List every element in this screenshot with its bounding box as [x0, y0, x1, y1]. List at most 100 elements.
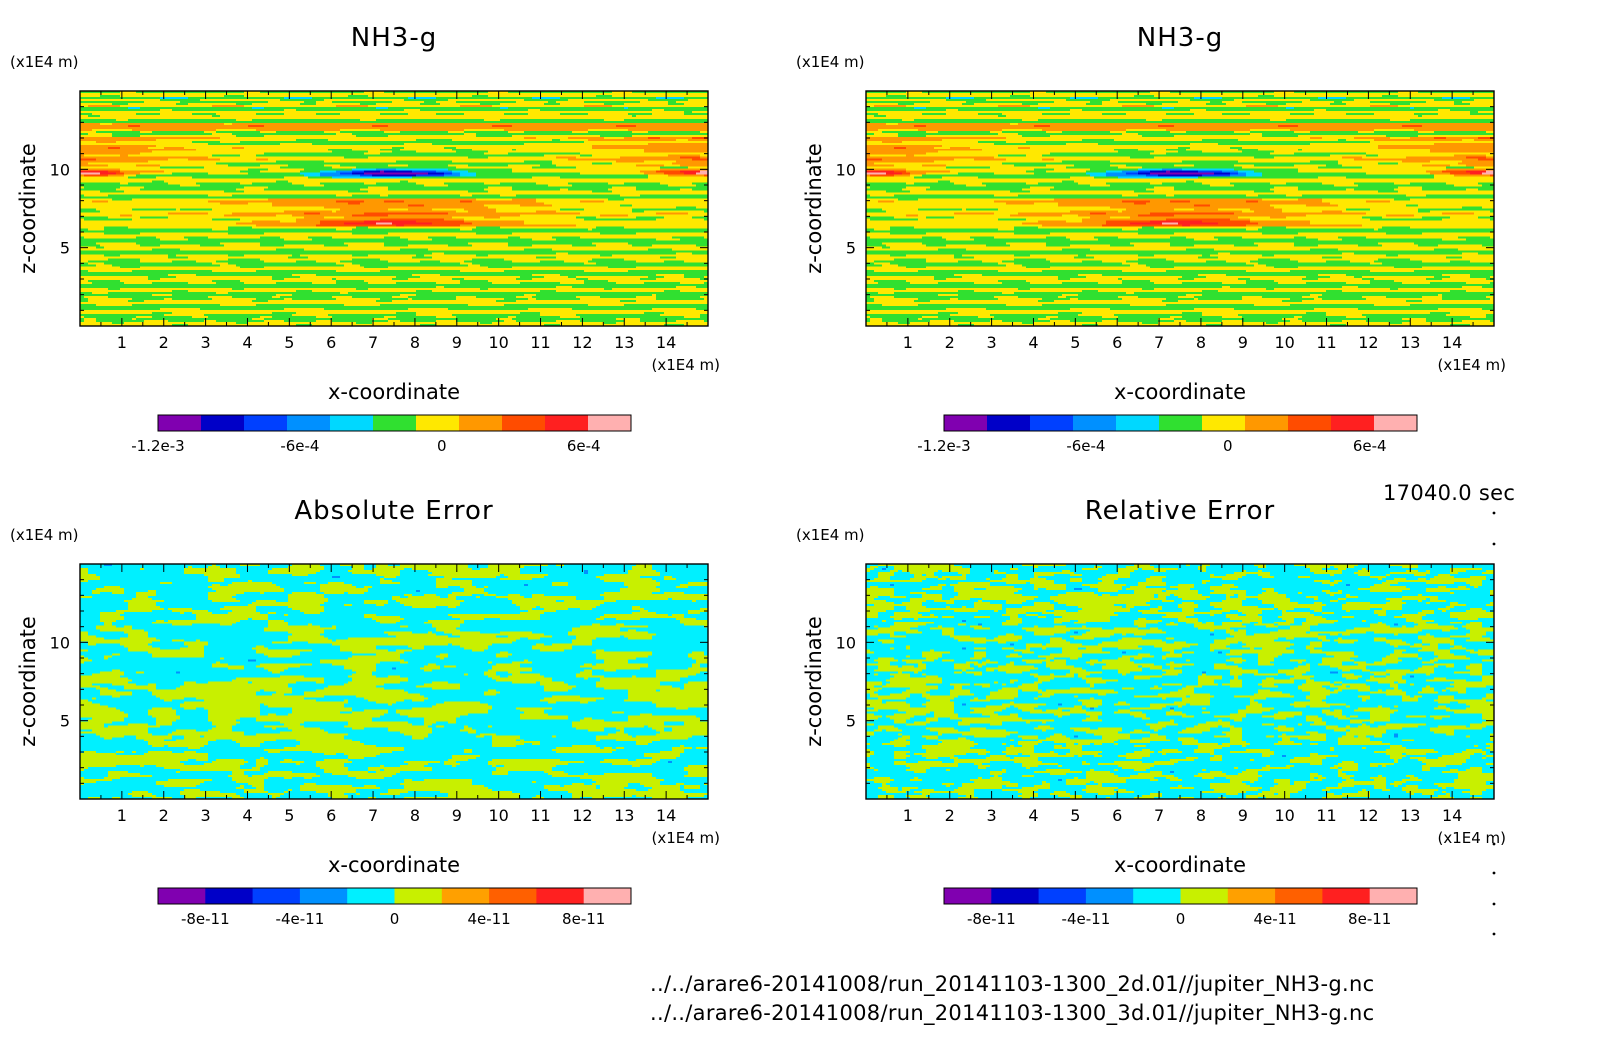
- x-tick-label: 9: [452, 806, 462, 825]
- x-tick-label: 12: [1358, 333, 1378, 352]
- colorbar-swatch: [252, 888, 301, 904]
- x-tick-label: 12: [572, 333, 592, 352]
- y-unit-label: (x1E4 m): [796, 53, 865, 71]
- colorbar-swatch: [1288, 415, 1332, 431]
- edge-dot: [1492, 932, 1496, 936]
- colorbar-swatch: [373, 415, 417, 431]
- edge-dot: [1492, 902, 1496, 906]
- colorbar-tick-label: -8e-11: [181, 910, 230, 928]
- colorbar-swatch: [489, 888, 537, 904]
- colorbar-swatch: [459, 415, 503, 431]
- x-tick-label: 6: [326, 333, 336, 352]
- colorbar-tick-label: 8e-11: [1348, 910, 1391, 928]
- colorbar-swatch: [1374, 415, 1418, 431]
- heatmap-field: [866, 91, 1494, 326]
- heatmap-field: [80, 91, 708, 326]
- x-axis-label: x-coordinate: [1114, 853, 1246, 877]
- x-tick-label: 10: [488, 806, 508, 825]
- colorbar-frame: [943, 887, 1418, 905]
- colorbar-swatch: [1133, 888, 1181, 904]
- colorbar-tick-label: 0: [390, 910, 400, 928]
- x-axis-label: x-coordinate: [1114, 380, 1246, 404]
- x-tick-label: 8: [1196, 333, 1206, 352]
- heatmap-field: [80, 564, 708, 799]
- x-unit-label: (x1E4 m): [1437, 356, 1506, 374]
- colorbar-swatch: [1202, 415, 1246, 431]
- x-tick-label: 7: [1154, 806, 1164, 825]
- colorbar-tick-label: 0: [1223, 437, 1233, 455]
- x-tick-label: 6: [1112, 333, 1122, 352]
- colorbar-frame: [157, 887, 632, 905]
- colorbar-swatch: [1085, 888, 1134, 904]
- colorbar-swatch: [201, 415, 245, 431]
- x-tick-label: 11: [530, 333, 550, 352]
- y-axis-label: z-coordinate: [16, 143, 40, 274]
- x-tick-label: 2: [945, 333, 955, 352]
- y-tick-label: 10: [50, 160, 70, 179]
- colorbar-swatch: [1030, 415, 1074, 431]
- x-tick-label: 4: [242, 806, 252, 825]
- x-tick-label: 1: [117, 333, 127, 352]
- colorbar-swatch: [1180, 888, 1229, 904]
- edge-dot: [1492, 871, 1496, 875]
- x-unit-label: (x1E4 m): [1437, 829, 1506, 847]
- colorbar: -1.2e-3 -6e-4 0 6e-4: [131, 414, 632, 455]
- x-tick-label: 14: [656, 333, 676, 352]
- x-tick-label: 5: [1070, 333, 1080, 352]
- colorbar-swatch: [416, 415, 460, 431]
- chart-title: NH3-g: [351, 23, 437, 53]
- colorbar-tick-label: -1.2e-3: [917, 437, 970, 455]
- colorbar-tick-label: -6e-4: [1066, 437, 1105, 455]
- colorbar: -8e-11 -4e-11 0 4e-11 8e-11: [943, 887, 1418, 928]
- y-tick-label: 10: [836, 160, 856, 179]
- x-tick-label: 13: [1400, 333, 1420, 352]
- colorbar: -8e-11 -4e-11 0 4e-11 8e-11: [157, 887, 632, 928]
- chart-title: Relative Error: [1085, 496, 1276, 526]
- colorbar-tick-label: -4e-11: [276, 910, 325, 928]
- colorbar-swatch: [330, 415, 374, 431]
- x-tick-label: 4: [1028, 333, 1038, 352]
- x-tick-label: 10: [488, 333, 508, 352]
- x-tick-label: 13: [1400, 806, 1420, 825]
- colorbar-swatch: [1322, 888, 1371, 904]
- x-tick-label: 3: [987, 806, 997, 825]
- colorbar-swatch: [1275, 888, 1323, 904]
- y-tick-label: 5: [60, 712, 70, 731]
- x-tick-label: 8: [1196, 806, 1206, 825]
- x-tick-label: 2: [945, 806, 955, 825]
- x-tick-label: 9: [1238, 333, 1248, 352]
- colorbar-swatch: [1245, 415, 1289, 431]
- colorbar-swatch: [1369, 888, 1418, 904]
- chart-title: Absolute Error: [294, 496, 493, 526]
- x-tick-label: 5: [1070, 806, 1080, 825]
- x-tick-label: 2: [159, 806, 169, 825]
- colorbar-swatch: [1159, 415, 1203, 431]
- time-label: 17040.0 sec: [1383, 481, 1516, 505]
- x-tick-label: 7: [1154, 333, 1164, 352]
- x-tick-label: 11: [530, 806, 550, 825]
- colorbar-swatch: [588, 415, 632, 431]
- y-tick-label: 10: [836, 633, 856, 652]
- colorbar-swatch: [1227, 888, 1276, 904]
- x-tick-label: 14: [656, 806, 676, 825]
- colorbar-tick-label: -8e-11: [967, 910, 1016, 928]
- colorbar-tick-label: 4e-11: [467, 910, 510, 928]
- x-tick-label: 2: [159, 333, 169, 352]
- x-axis-label: x-coordinate: [328, 380, 460, 404]
- x-tick-label: 11: [1316, 806, 1336, 825]
- colorbar-tick-label: 0: [1176, 910, 1186, 928]
- colorbar-frame: [157, 414, 632, 432]
- x-axis-label: x-coordinate: [328, 853, 460, 877]
- x-tick-label: 7: [368, 806, 378, 825]
- x-tick-label: 9: [1238, 806, 1248, 825]
- colorbar-swatch: [944, 888, 992, 904]
- colorbar-tick-label: 8e-11: [562, 910, 605, 928]
- colorbar-tick-label: -1.2e-3: [131, 437, 184, 455]
- y-tick-label: 5: [846, 239, 856, 258]
- y-tick-label: 5: [60, 239, 70, 258]
- x-tick-label: 7: [368, 333, 378, 352]
- colorbar-swatch: [244, 415, 288, 431]
- colorbar-swatch: [287, 415, 331, 431]
- chart-panel-2: 1 2 3 4 5 6 7 8 9 10 11 12 13 14510NH3-gx-coordinate(…: [796, 23, 1506, 455]
- colorbar-swatch: [944, 415, 988, 431]
